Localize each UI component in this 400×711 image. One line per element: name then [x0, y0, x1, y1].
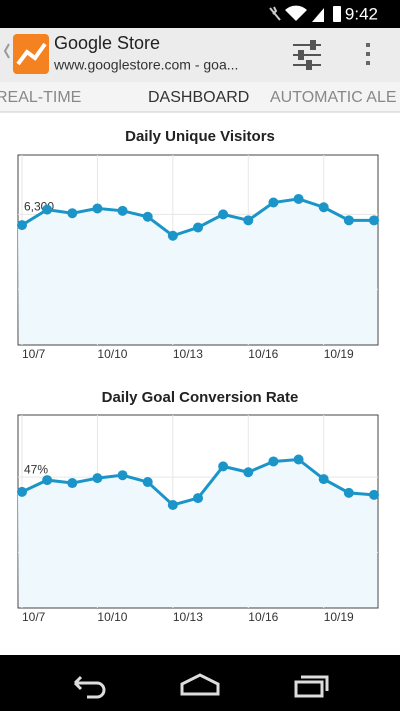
point [167, 499, 178, 510]
point [167, 230, 178, 241]
point [42, 204, 53, 215]
point [243, 467, 254, 478]
x-tick-label: 10/19 [324, 347, 354, 361]
x-tick-label: 10/7 [22, 610, 46, 624]
point [218, 209, 229, 220]
point [17, 220, 27, 231]
nav-bar [0, 655, 400, 711]
chart-title: Daily Unique Visitors [125, 128, 275, 145]
chart-title: Daily Goal Conversion Rate [102, 389, 299, 406]
point [92, 203, 103, 214]
x-tick-label: 10/16 [248, 347, 278, 361]
point [268, 456, 279, 467]
status-icons [269, 5, 341, 22]
point [142, 477, 153, 488]
point [343, 487, 354, 498]
settings-button[interactable] [293, 40, 321, 70]
x-tick-label: 10/16 [248, 610, 278, 624]
point [17, 486, 27, 497]
overflow-menu[interactable] [366, 43, 370, 65]
action-bar [0, 28, 400, 82]
point [42, 475, 53, 486]
point [142, 211, 153, 222]
app-subtitle: www.googlestore.com - goa... [53, 57, 238, 73]
point [193, 222, 203, 233]
app-icon[interactable] [13, 34, 49, 74]
point [293, 193, 304, 204]
tab[interactable]: DASHBOARD [148, 89, 249, 106]
x-tick-label: 10/10 [97, 610, 127, 624]
x-tick-label: 10/10 [97, 347, 127, 361]
point [268, 197, 279, 208]
y-tick-label: 47% [24, 462, 48, 476]
clock: 9:42 [345, 4, 378, 23]
app-title: Google Store [54, 33, 160, 53]
point [193, 493, 203, 504]
x-tick-label: 10/19 [324, 610, 354, 624]
up-caret[interactable] [3, 43, 10, 59]
x-tick-label: 10/13 [173, 610, 203, 624]
point [293, 454, 304, 465]
back-button[interactable] [73, 675, 106, 699]
point [369, 489, 379, 500]
area [18, 459, 377, 608]
x-tick-label: 10/7 [22, 347, 46, 361]
home-button[interactable] [180, 673, 220, 696]
x-tick-label: 10/13 [173, 347, 203, 361]
point [318, 202, 329, 213]
point [117, 470, 128, 481]
point [318, 474, 329, 485]
point [67, 208, 78, 219]
point [218, 461, 229, 472]
tab[interactable]: AUTOMATIC ALE [270, 89, 397, 106]
tab-bar [0, 82, 400, 112]
point [243, 215, 254, 226]
area [18, 198, 377, 345]
recents-button[interactable] [294, 675, 329, 698]
point [343, 215, 354, 226]
point [67, 478, 78, 489]
point [369, 215, 379, 226]
tab[interactable]: REAL-TIME [0, 89, 81, 106]
point [117, 205, 128, 216]
point [92, 473, 103, 484]
